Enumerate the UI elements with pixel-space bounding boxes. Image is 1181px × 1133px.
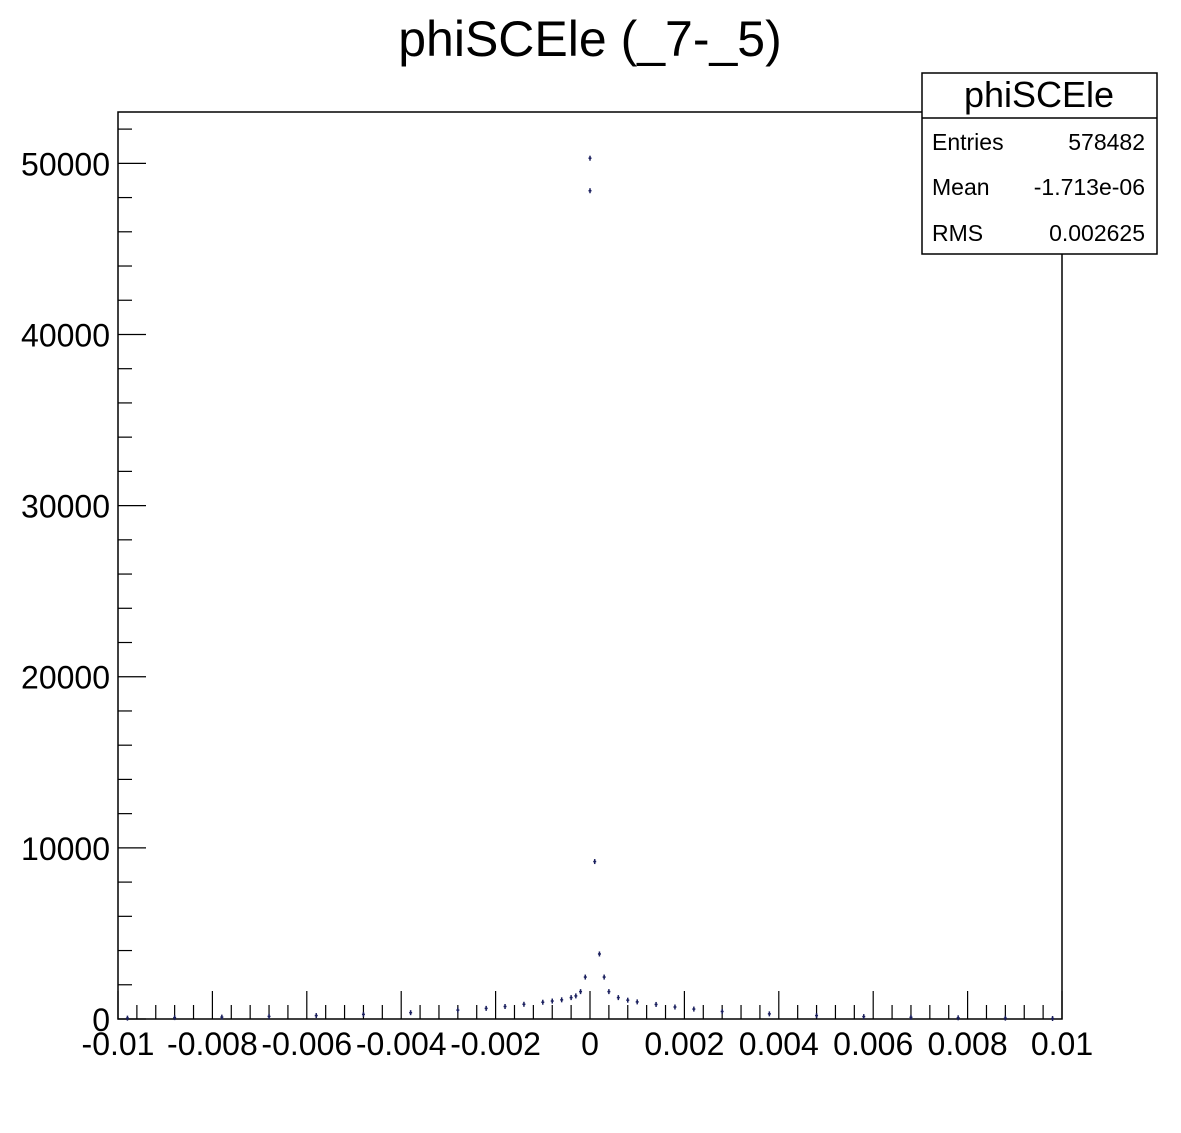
- data-point: [173, 1015, 177, 1021]
- data-point: [673, 1004, 677, 1010]
- data-point: [541, 999, 545, 1005]
- stats-mean-value: -1.713e-06: [1034, 174, 1145, 200]
- stats-mean-label: Mean: [932, 174, 990, 200]
- y-tick-label: 10000: [21, 831, 110, 867]
- stats-box: phiSCEle Entries 578482 Mean -1.713e-06 …: [921, 72, 1158, 255]
- data-point: [692, 1006, 696, 1012]
- y-tick-label: 50000: [21, 146, 110, 182]
- x-tick-label: 0: [581, 1026, 599, 1062]
- data-point: [909, 1014, 913, 1020]
- stats-rms-value: 0.002625: [1049, 220, 1145, 246]
- y-tick-label: 40000: [21, 317, 110, 353]
- x-tick-label: -0.01: [82, 1026, 155, 1062]
- data-point: [1003, 1015, 1007, 1021]
- x-tick-label: 0.008: [928, 1026, 1008, 1062]
- plot-frame: [117, 111, 1063, 1020]
- stats-rms-label: RMS: [932, 220, 983, 246]
- data-point: [267, 1013, 271, 1019]
- data-layer: [125, 155, 1055, 1021]
- y-tick-label: 0: [92, 1002, 110, 1038]
- data-point: [522, 1001, 526, 1007]
- data-point: [626, 997, 630, 1003]
- data-point: [456, 1007, 460, 1013]
- data-point: [654, 1001, 658, 1007]
- y-axis: 0 10000 20000 30000 40000 50000: [21, 128, 146, 1038]
- x-tick-label: 0.01: [1031, 1026, 1093, 1062]
- x-tick-label: 0.004: [739, 1026, 819, 1062]
- data-point: [593, 859, 597, 865]
- data-point: [815, 1013, 819, 1019]
- data-point: [862, 1014, 866, 1020]
- y-tick-label: 30000: [21, 489, 110, 525]
- y-tick-label: 20000: [21, 660, 110, 696]
- data-point: [583, 974, 587, 980]
- data-point: [616, 995, 620, 1001]
- data-point: [574, 993, 578, 999]
- data-point: [588, 188, 592, 194]
- x-tick-label: -0.002: [450, 1026, 541, 1062]
- data-point: [569, 995, 573, 1001]
- x-tick-label: -0.006: [261, 1026, 352, 1062]
- data-point: [1051, 1015, 1055, 1021]
- data-point: [720, 1008, 724, 1014]
- data-point: [635, 999, 639, 1005]
- data-point: [409, 1010, 413, 1016]
- stats-box-frame: [921, 72, 1158, 255]
- data-point: [767, 1011, 771, 1017]
- chart-title: phiSCEle (_7-_5): [398, 11, 782, 67]
- x-tick-label: -0.004: [356, 1026, 447, 1062]
- x-tick-label: 0.002: [644, 1026, 724, 1062]
- data-point: [560, 997, 564, 1003]
- x-axis: -0.01 -0.008 -0.006 -0.004 -0.002 0 0.002 0.004…: [82, 991, 1093, 1062]
- x-tick-label: 0.006: [833, 1026, 913, 1062]
- data-point: [602, 974, 606, 980]
- stats-entries-label: Entries: [932, 129, 1004, 155]
- x-tick-label: -0.008: [167, 1026, 258, 1062]
- data-point: [956, 1015, 960, 1021]
- stats-entries-value: 578482: [1068, 129, 1145, 155]
- data-point: [588, 155, 592, 161]
- data-point: [550, 998, 554, 1004]
- data-point: [579, 989, 583, 995]
- data-point: [361, 1011, 365, 1017]
- data-point: [597, 951, 601, 957]
- data-point: [484, 1005, 488, 1011]
- data-point: [314, 1013, 318, 1019]
- data-point: [607, 989, 611, 995]
- data-point: [220, 1014, 224, 1020]
- data-point: [125, 1015, 129, 1021]
- data-point: [503, 1004, 507, 1010]
- stats-box-title: phiSCEle: [964, 74, 1114, 115]
